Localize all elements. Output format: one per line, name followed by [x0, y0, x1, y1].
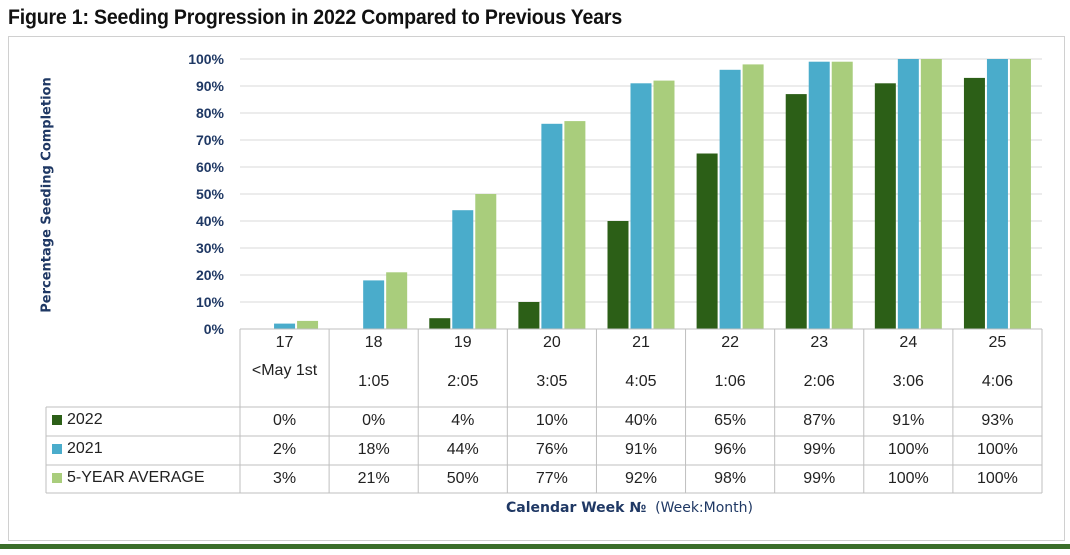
bar-2021-week-20: [541, 123, 563, 329]
bar-2022-week-24: [874, 83, 896, 329]
x-tick-sublabel: 1:05: [358, 373, 390, 390]
bar-2021-week-17: [274, 323, 296, 329]
bar-5-year-average-week-17: [297, 320, 319, 329]
legend-label-2022: 2022: [67, 411, 103, 428]
data-label-2021: 18%: [357, 441, 390, 458]
y-tick-label: 50%: [195, 186, 224, 202]
bar-2021-week-21: [630, 83, 652, 329]
y-tick-label: 30%: [195, 240, 224, 256]
bar-2021-week-23: [808, 61, 830, 329]
data-label-2022: 87%: [803, 412, 836, 429]
x-tick-sublabel: 4:05: [625, 373, 657, 390]
x-tick-sublabel: 1:06: [714, 373, 746, 390]
bar-2021-week-24: [897, 59, 919, 329]
data-label-2021: 2%: [272, 441, 297, 458]
x-axis-label-sub: (Week:Month): [655, 500, 753, 516]
data-label-5-year-average: 99%: [803, 470, 836, 487]
data-label-5-year-average: 77%: [535, 470, 568, 487]
x-tick-label: 20: [542, 334, 561, 351]
bar-2022-week-22: [696, 153, 718, 329]
y-tick-label: 60%: [195, 159, 224, 175]
data-label-2022: 91%: [892, 412, 925, 429]
x-tick-sublabel: <May 1st: [251, 362, 318, 379]
bar-5-year-average-week-18: [386, 272, 408, 329]
x-tick-label: 25: [988, 334, 1007, 351]
y-tick-label: 90%: [195, 78, 224, 94]
bar-2022-week-25: [963, 77, 985, 330]
bar-5-year-average-week-20: [564, 121, 586, 329]
data-label-2021: 96%: [714, 441, 747, 458]
y-tick-label: 10%: [195, 294, 224, 310]
x-tick-label: 19: [453, 334, 472, 351]
x-tick-sublabel: 4:06: [981, 373, 1013, 390]
data-label-2022: 65%: [714, 412, 747, 429]
bar-5-year-average-week-22: [742, 64, 764, 330]
figure-title: Figure 1: Seeding Progression in 2022 Co…: [8, 6, 623, 29]
legend-swatch-2022: [52, 415, 62, 425]
bar-5-year-average-week-23: [831, 61, 853, 329]
bar-2022-week-21: [607, 221, 629, 329]
data-label-5-year-average: 100%: [976, 470, 1018, 487]
x-tick-label: 24: [899, 334, 918, 351]
x-tick-sublabel: 2:05: [447, 373, 479, 390]
y-tick-label: 70%: [195, 132, 224, 148]
bar-2022-week-20: [518, 302, 540, 329]
data-label-2022: 0%: [362, 412, 386, 429]
data-label-2021: 44%: [446, 441, 479, 458]
bar-5-year-average-week-21: [653, 80, 675, 329]
legend-row-5-year-average: 5-YEAR AVERAGE: [52, 469, 205, 487]
legend-row-2021: 2021: [52, 440, 103, 458]
data-label-2021: 100%: [976, 441, 1018, 458]
bar-2022-week-23: [785, 94, 807, 329]
x-axis-label: Calendar Week № (Week:Month): [506, 500, 753, 516]
x-tick-label: 17: [275, 334, 294, 351]
y-tick-label: 80%: [195, 105, 224, 121]
bar-2021-week-25: [986, 59, 1008, 329]
legend-swatch-5-year-average: [52, 473, 62, 483]
bar-2022-week-19: [429, 318, 451, 329]
y-tick-label: 0%: [203, 321, 224, 337]
data-label-2021: 91%: [624, 441, 657, 458]
data-label-5-year-average: 3%: [272, 470, 297, 487]
bar-5-year-average-week-24: [920, 59, 942, 329]
data-label-2022: 40%: [624, 412, 657, 429]
x-axis-label-main: Calendar Week №: [506, 500, 647, 516]
legend-label-5-year-average: 5-YEAR AVERAGE: [67, 469, 205, 486]
x-tick-sublabel: 3:05: [536, 373, 568, 390]
data-label-2021: 100%: [887, 441, 929, 458]
bar-5-year-average-week-19: [475, 194, 497, 329]
data-label-5-year-average: 50%: [446, 470, 479, 487]
data-label-2021: 76%: [535, 441, 568, 458]
x-tick-sublabel: 2:06: [803, 373, 835, 390]
legend-row-2022: 2022: [52, 411, 103, 429]
bar-2021-week-19: [452, 210, 474, 329]
x-tick-label: 18: [364, 334, 383, 351]
y-tick-label: 40%: [195, 213, 224, 229]
data-label-5-year-average: 21%: [357, 470, 390, 487]
legend-swatch-2021: [52, 444, 62, 454]
data-label-2021: 99%: [803, 441, 836, 458]
data-label-5-year-average: 100%: [887, 470, 929, 487]
data-label-5-year-average: 92%: [624, 470, 657, 487]
x-tick-label: 21: [632, 334, 650, 351]
y-tick-label: 20%: [195, 267, 224, 283]
x-tick-sublabel: 3:06: [892, 373, 924, 390]
data-label-5-year-average: 98%: [714, 470, 747, 487]
data-label-2022: 10%: [535, 412, 568, 429]
data-label-2022: 93%: [981, 412, 1014, 429]
x-tick-label: 23: [810, 334, 829, 351]
bar-2021-week-18: [363, 280, 385, 329]
bar-2021-week-22: [719, 69, 741, 330]
data-label-2022: 0%: [272, 412, 297, 429]
x-tick-label: 22: [721, 334, 739, 351]
bottom-rule: [0, 544, 1070, 549]
bar-5-year-average-week-25: [1009, 59, 1031, 329]
y-tick-label: 100%: [188, 51, 224, 67]
legend-label-2021: 2021: [67, 440, 103, 457]
data-label-2022: 4%: [451, 412, 475, 429]
